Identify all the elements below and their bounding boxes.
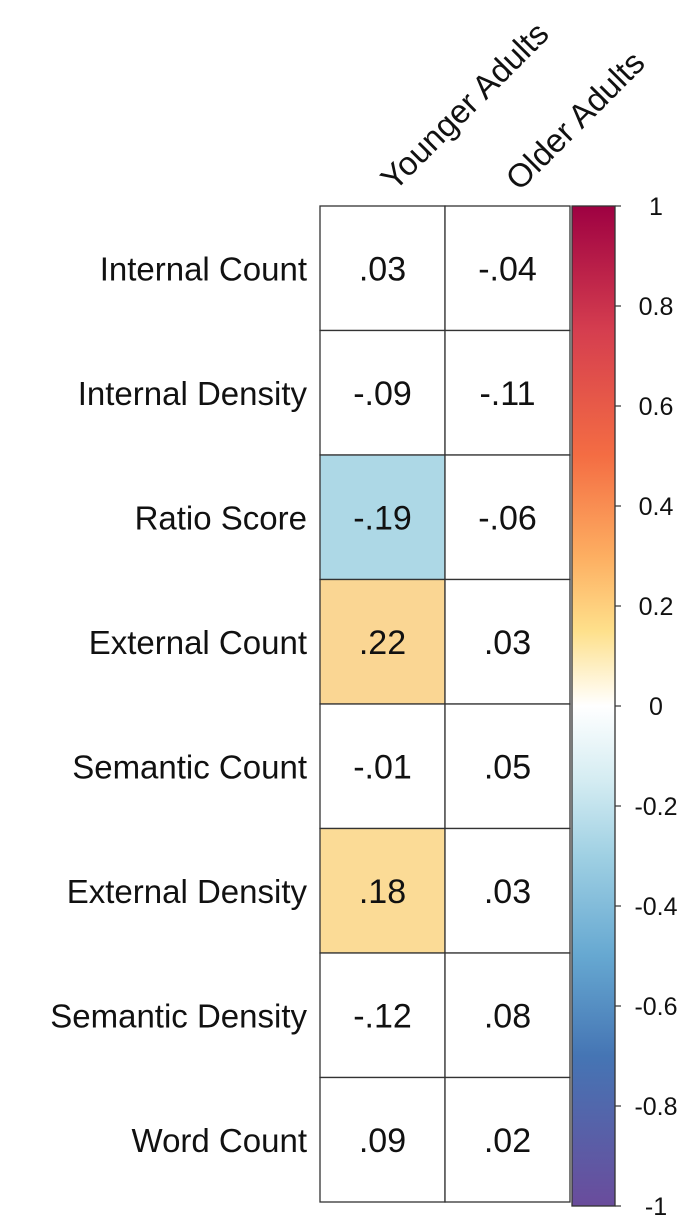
cell-value-label: .03 bbox=[359, 250, 406, 288]
cell-value-label: -.11 bbox=[479, 375, 535, 413]
colorbar-tick-label: 0.4 bbox=[639, 493, 674, 521]
cell-value-label: .02 bbox=[484, 1122, 531, 1160]
colorbar-tick-label: -0.4 bbox=[634, 893, 677, 921]
colorbar-tick-label: 1 bbox=[649, 193, 663, 221]
cell-value-label: .03 bbox=[484, 624, 531, 662]
colorbar-tick-label: 0.6 bbox=[639, 393, 674, 421]
row-label-semantic-count: Semantic Count bbox=[72, 748, 307, 785]
colorbar: 1 0.8 0.6 0.4 0.2 0 -0.2 -0.4 -0.6 -0.8 -1 bbox=[571, 193, 678, 1218]
cell-value-label: .03 bbox=[484, 873, 531, 911]
colorbar-tick-label: 0.2 bbox=[639, 593, 674, 621]
cell-value-label: .05 bbox=[484, 748, 531, 786]
cell-value-label: -.19 bbox=[353, 499, 412, 537]
cell-value-label: .22 bbox=[359, 624, 406, 662]
heatmap-cell-word-count-older-adults bbox=[444, 1076, 571, 1203]
heatmap-cell-external-density-older-adults bbox=[444, 827, 571, 954]
cell-value-label: -.01 bbox=[353, 748, 412, 786]
colorbar-tick-label: 0 bbox=[649, 693, 663, 721]
heatmap-cell-external-count-younger-adults bbox=[319, 578, 446, 705]
row-label-internal-density: Internal Density bbox=[78, 375, 308, 412]
heatmap-cell-semantic-density-older-adults bbox=[444, 952, 571, 1079]
cell-value-label: -.06 bbox=[478, 499, 537, 537]
colorbar-tick-label: -0.8 bbox=[634, 1093, 677, 1121]
heatmap-cell-ratio-score-older-adults bbox=[444, 454, 571, 581]
row-label-internal-count: Internal Count bbox=[100, 250, 307, 287]
cell-value-label: .18 bbox=[359, 873, 406, 911]
row-labels: Internal Count Internal Density Ratio Scor… bbox=[50, 250, 307, 1159]
heatmap-cell-semantic-count-older-adults bbox=[444, 703, 571, 830]
row-label-external-count: External Count bbox=[89, 624, 307, 661]
colorbar-tick-label: -0.2 bbox=[634, 793, 677, 821]
cell-value-label: -.09 bbox=[353, 375, 412, 413]
heatmap-cell-semantic-density-younger-adults bbox=[319, 952, 446, 1079]
row-label-external-density: External Density bbox=[67, 873, 308, 910]
heatmap-cell-external-count-older-adults bbox=[444, 578, 571, 705]
heatmap-cell-internal-density-older-adults bbox=[444, 329, 571, 456]
heatmap-cell-external-density-younger-adults bbox=[319, 827, 446, 954]
row-label-word-count: Word Count bbox=[132, 1122, 307, 1159]
heatmap-cells: .03 -.04 -.09 -.11 -.19 -.06 .22 .03 -.01 .05 .18.… bbox=[319, 205, 571, 1203]
colorbar-tick-label: -0.6 bbox=[634, 993, 677, 1021]
cell-value-label: -.04 bbox=[478, 250, 537, 288]
cell-value-label: .09 bbox=[359, 1122, 406, 1160]
colorbar-tick-label: 0.8 bbox=[639, 293, 674, 321]
cell-value-label: .08 bbox=[484, 997, 531, 1035]
row-label-ratio-score: Ratio Score bbox=[135, 499, 307, 536]
colorbar-gradient bbox=[571, 205, 616, 1207]
cell-value-label: -.12 bbox=[353, 997, 412, 1035]
row-label-semantic-density: Semantic Density bbox=[50, 997, 307, 1034]
colorbar-tick-label: -1 bbox=[645, 1193, 667, 1218]
heatmap-cell-ratio-score-younger-adults bbox=[319, 454, 446, 581]
heatmap-cell-internal-count-older-adults bbox=[444, 205, 571, 332]
